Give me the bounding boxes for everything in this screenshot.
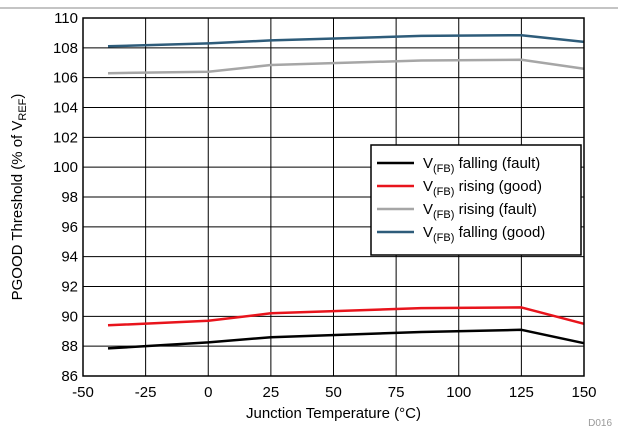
y-tick-label: 108 bbox=[53, 40, 78, 57]
legend-entry: V(FB) falling (fault) bbox=[423, 155, 540, 175]
y-tick-label: 90 bbox=[61, 308, 78, 325]
legend: V(FB) falling (fault) V(FB) rising (good)… bbox=[370, 144, 582, 256]
legend-entry: V(FB) falling (good) bbox=[423, 224, 545, 244]
x-tick-label: -25 bbox=[135, 384, 157, 401]
y-tick-labels: 86 88 90 92 94 96 98 100 102 104 106 108 110 bbox=[53, 10, 78, 385]
y-axis-label: PGOOD Threshold (% of VREF) bbox=[9, 94, 29, 301]
x-axis-label: Junction Temperature (°C) bbox=[246, 405, 421, 422]
y-tick-label: 86 bbox=[61, 368, 78, 385]
legend-entry: V(FB) rising (fault) bbox=[423, 201, 537, 221]
series-line-2 bbox=[107, 306, 585, 327]
x-tick-label: 150 bbox=[571, 384, 596, 401]
y-tick-label: 100 bbox=[53, 159, 78, 176]
series-line-4 bbox=[107, 33, 585, 48]
series-line-1 bbox=[107, 328, 585, 350]
y-tick-label: 88 bbox=[61, 338, 78, 355]
legend-entry: V(FB) rising (good) bbox=[423, 178, 542, 198]
x-tick-label: 75 bbox=[388, 384, 405, 401]
y-tick-label: 96 bbox=[61, 219, 78, 236]
y-tick-label: 106 bbox=[53, 70, 78, 87]
y-tick-label: 98 bbox=[61, 189, 78, 206]
x-tick-label: 25 bbox=[263, 384, 280, 401]
x-tick-label: 0 bbox=[204, 384, 212, 401]
figure-code: D016 bbox=[588, 418, 612, 428]
x-tick-label: 100 bbox=[446, 384, 471, 401]
y-tick-label: 92 bbox=[61, 279, 78, 296]
x-tick-labels: -50 -25 0 25 50 75 100 125 150 bbox=[72, 384, 596, 401]
x-tick-label: 50 bbox=[325, 384, 342, 401]
x-tick-label: -50 bbox=[72, 384, 94, 401]
y-tick-label: 104 bbox=[53, 100, 78, 117]
y-tick-label: 102 bbox=[53, 129, 78, 146]
plot-frame bbox=[82, 17, 585, 377]
series-line-3 bbox=[107, 58, 585, 75]
x-tick-label: 125 bbox=[509, 384, 534, 401]
series-lines bbox=[107, 33, 585, 350]
y-tick-label: 94 bbox=[61, 249, 78, 266]
y-tick-label: 110 bbox=[54, 10, 78, 27]
